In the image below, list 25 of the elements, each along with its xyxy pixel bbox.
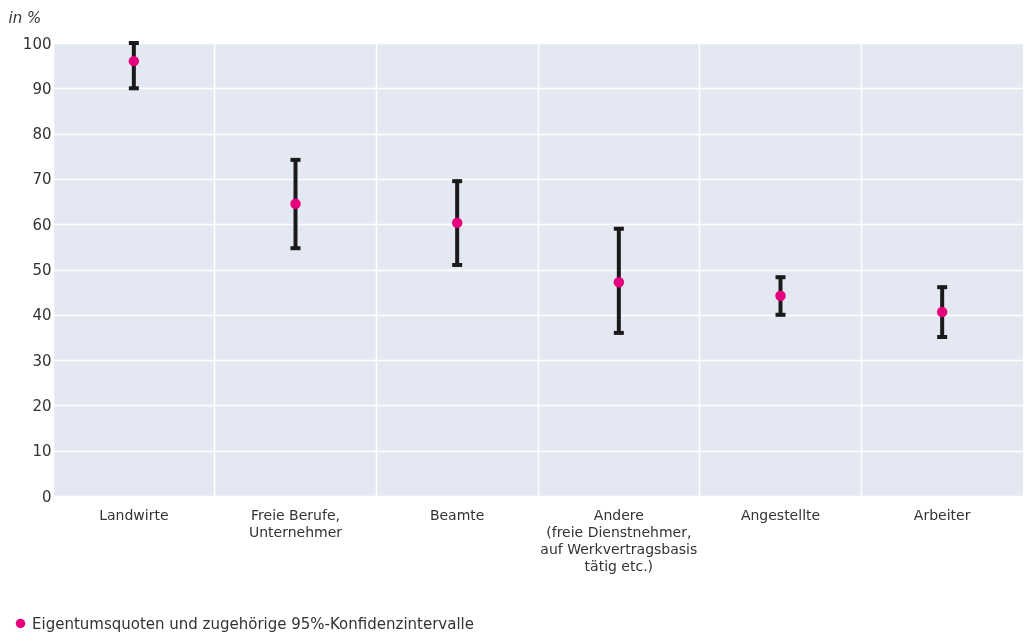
x-tick-label: Andere (freie Dienstnehmer, auf Werkvertragsbasis tätig etc.) — [540, 506, 698, 574]
y-tick-label: 10 — [32, 442, 52, 461]
point — [775, 290, 786, 302]
y-tick-label: 40 — [32, 306, 52, 325]
point — [451, 217, 463, 229]
y-tick-label: 100 — [22, 34, 52, 53]
point — [290, 198, 301, 210]
y-tick-label: 30 — [32, 351, 52, 370]
x-tick-label: Beamte — [429, 506, 485, 523]
legend-label: Eigentumsquoten und zugehörige 95%-Konfidenzintervalle — [32, 614, 474, 633]
point — [128, 55, 140, 67]
y-tick-label: 70 — [32, 170, 52, 189]
y-tick-label: 0 — [41, 487, 52, 506]
x-tick-label: Arbeiter — [913, 506, 971, 523]
x-tick-label: Angestellte — [740, 506, 821, 523]
y-tick-label: 20 — [32, 396, 52, 415]
point — [936, 306, 948, 318]
y-tick-label: 60 — [32, 215, 52, 234]
x-tick-label: Freie Berufe, Unternehmer — [248, 506, 343, 540]
y-tick-label: 90 — [32, 79, 52, 98]
y-axis-title: in % — [8, 8, 42, 27]
point — [613, 276, 625, 288]
y-tick-label: 80 — [32, 125, 52, 144]
y-tick-label: 50 — [32, 261, 52, 279]
x-tick-label: Landwirte — [99, 506, 169, 523]
